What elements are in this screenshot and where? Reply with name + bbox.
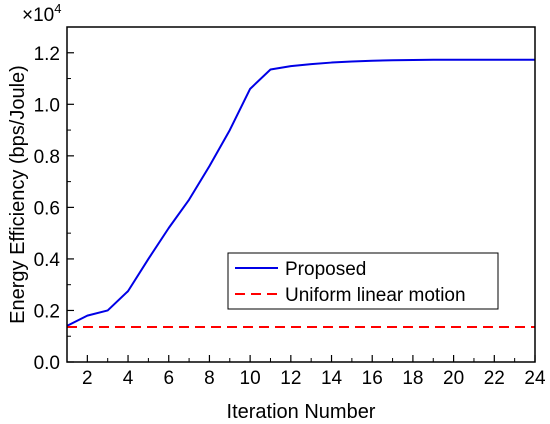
x-tick-label-18: 18: [402, 368, 423, 389]
y-tick-label-6: 1.2: [34, 44, 60, 65]
y-tick-label-3: 0.6: [34, 198, 60, 219]
legend-label-uniform-linear-motion: Uniform linear motion: [285, 285, 466, 306]
x-tick-label-8: 8: [204, 368, 215, 389]
x-tick-label-24: 24: [524, 368, 546, 389]
y-axis-title: Energy Efficiency (bps/Joule): [7, 65, 29, 324]
y-tick-label-2: 0.4: [34, 250, 61, 271]
y-tick-label-0: 0.0: [34, 353, 60, 374]
plot-frame: [66, 26, 536, 363]
x-tick-label-6: 6: [163, 368, 174, 389]
x-tick-label-22: 22: [484, 368, 505, 389]
x-tick-label-2: 2: [82, 368, 93, 389]
y-tick-label-5: 1.0: [34, 95, 60, 116]
y-axis-multiplier-exponent: 4: [54, 1, 61, 16]
x-axis-title: Iteration Number: [227, 401, 376, 423]
series-layer: [66, 58, 535, 328]
x-tick-label-16: 16: [362, 368, 383, 389]
x-tick-label-10: 10: [240, 368, 261, 389]
x-tick-label-20: 20: [443, 368, 464, 389]
tick-labels: 2 4 6 8 10 12 14 16 18 20 22 240.00.20.40.60.81.01.…: [34, 44, 546, 389]
legend-label-proposed: Proposed: [285, 259, 366, 280]
axis-ticks: [66, 52, 536, 363]
legend: Proposed Uniform linear motion: [227, 252, 499, 310]
x-tick-label-12: 12: [280, 368, 301, 389]
x-tick-label-4: 4: [123, 368, 134, 389]
y-tick-label-1: 0.2: [34, 301, 60, 322]
x-tick-label-14: 14: [321, 368, 343, 389]
y-tick-label-4: 0.8: [34, 147, 60, 168]
legend-box: [227, 252, 499, 310]
series-line-proposed: [66, 58, 535, 327]
y-axis-multiplier: ×104: [22, 1, 61, 26]
